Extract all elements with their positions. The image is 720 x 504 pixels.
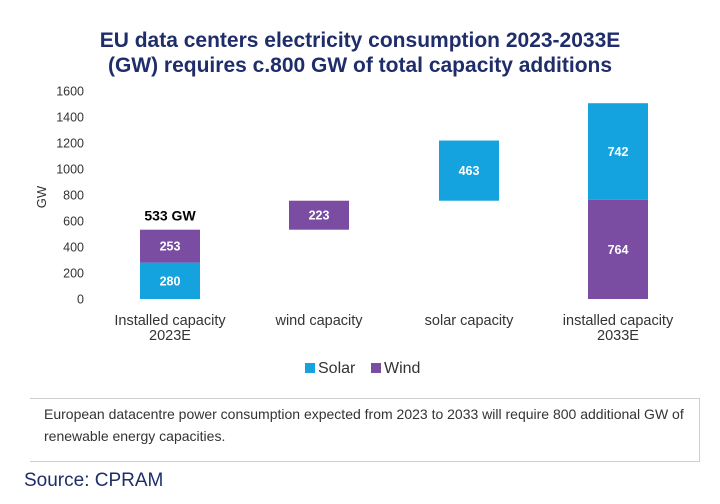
source-label: Source: CPRAM bbox=[24, 470, 164, 491]
bar-segment-wind bbox=[140, 229, 200, 263]
data-label: 253 bbox=[160, 240, 181, 254]
legend-label-wind: Wind bbox=[384, 360, 420, 377]
chart-area: GW 0 200 400 600 800 1000 1200 1400 1600 280 253 533… bbox=[34, 85, 674, 378]
x-category-label: installed capacity bbox=[563, 313, 674, 329]
total-label: 533 GW bbox=[144, 208, 196, 224]
y-tick-label: 200 bbox=[63, 267, 84, 281]
chart-title: EU data centers electricity consumption … bbox=[0, 28, 720, 78]
y-tick-label: 600 bbox=[63, 215, 84, 229]
data-label: 764 bbox=[608, 243, 629, 257]
y-tick-label: 800 bbox=[63, 189, 84, 203]
bar-segment-solar bbox=[588, 103, 648, 200]
bar-segment-wind bbox=[588, 199, 648, 299]
x-category-label: Installed capacity bbox=[114, 313, 226, 329]
y-tick-label: 1200 bbox=[56, 137, 84, 151]
y-tick-label: 1600 bbox=[56, 85, 84, 99]
chart-title-line-2: (GW) requires c.800 GW of total capacity… bbox=[107, 54, 613, 77]
legend-swatch-wind bbox=[371, 363, 381, 373]
chart-title-line-1: EU data centers electricity consumption … bbox=[99, 29, 621, 52]
x-category-label: wind capacity bbox=[274, 313, 363, 329]
y-axis-label: GW bbox=[34, 185, 49, 208]
bar-segment-wind bbox=[289, 200, 349, 230]
data-label: 463 bbox=[459, 164, 480, 178]
y-tick-label: 400 bbox=[63, 241, 84, 255]
data-label: 223 bbox=[309, 209, 330, 223]
x-category-label: 2023E bbox=[149, 328, 191, 344]
bar-segment-solar bbox=[140, 262, 200, 299]
bar-segment-solar bbox=[439, 140, 499, 201]
x-category-label: solar capacity bbox=[425, 313, 514, 329]
y-tick-label: 1000 bbox=[56, 163, 84, 177]
data-label: 742 bbox=[608, 145, 629, 159]
footnote-box: European datacentre power consumption ex… bbox=[30, 398, 700, 462]
y-tick-label: 1400 bbox=[56, 111, 84, 125]
legend-label-solar: Solar bbox=[318, 360, 356, 377]
x-category-label: 2033E bbox=[597, 328, 639, 344]
data-label: 280 bbox=[160, 274, 181, 288]
legend-swatch-solar bbox=[305, 363, 315, 373]
y-tick-label: 0 bbox=[77, 293, 84, 307]
